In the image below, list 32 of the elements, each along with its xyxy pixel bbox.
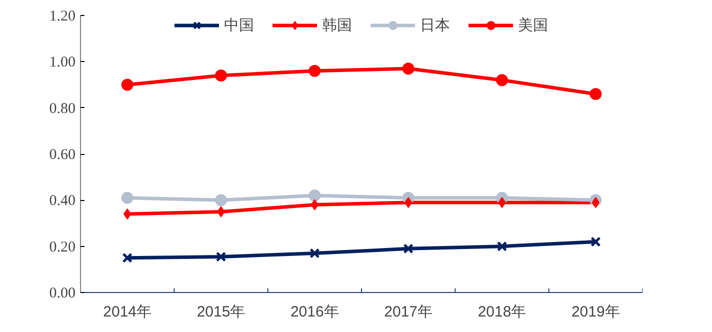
point <box>122 252 132 264</box>
point <box>403 244 414 254</box>
legend-label: 中国 <box>224 16 254 34</box>
point <box>402 62 414 75</box>
y-tick-label: 0.40 <box>49 193 76 210</box>
x-tick-label: 2019年 <box>571 304 620 320</box>
point <box>215 70 227 82</box>
legend-label: 美国 <box>518 16 548 34</box>
y-tick-label: 0.80 <box>49 100 76 117</box>
x-tick-label: 2014年 <box>103 304 152 320</box>
x-tick-label: 2017年 <box>384 304 433 320</box>
point <box>310 248 320 258</box>
point <box>308 190 321 202</box>
point <box>121 78 134 91</box>
x-tick-label: 2018年 <box>478 304 526 320</box>
point <box>496 74 508 86</box>
point <box>590 236 601 247</box>
y-tick-label: 0.60 <box>49 147 76 163</box>
point <box>216 252 226 262</box>
point <box>215 194 227 206</box>
y-tick-label: 0.00 <box>49 286 76 302</box>
legend-label: 韩国 <box>322 16 352 34</box>
y-tick-label: 1.00 <box>49 54 76 71</box>
legend-label: 日本 <box>420 16 450 34</box>
point <box>496 241 508 252</box>
point <box>590 88 602 100</box>
y-tick-label: 1.20 <box>49 8 76 24</box>
point <box>308 64 321 77</box>
x-tick-label: 2016年 <box>290 304 339 320</box>
point <box>121 192 134 204</box>
x-tick-label: 2015年 <box>196 304 246 320</box>
y-tick-label: 0.20 <box>49 239 76 256</box>
